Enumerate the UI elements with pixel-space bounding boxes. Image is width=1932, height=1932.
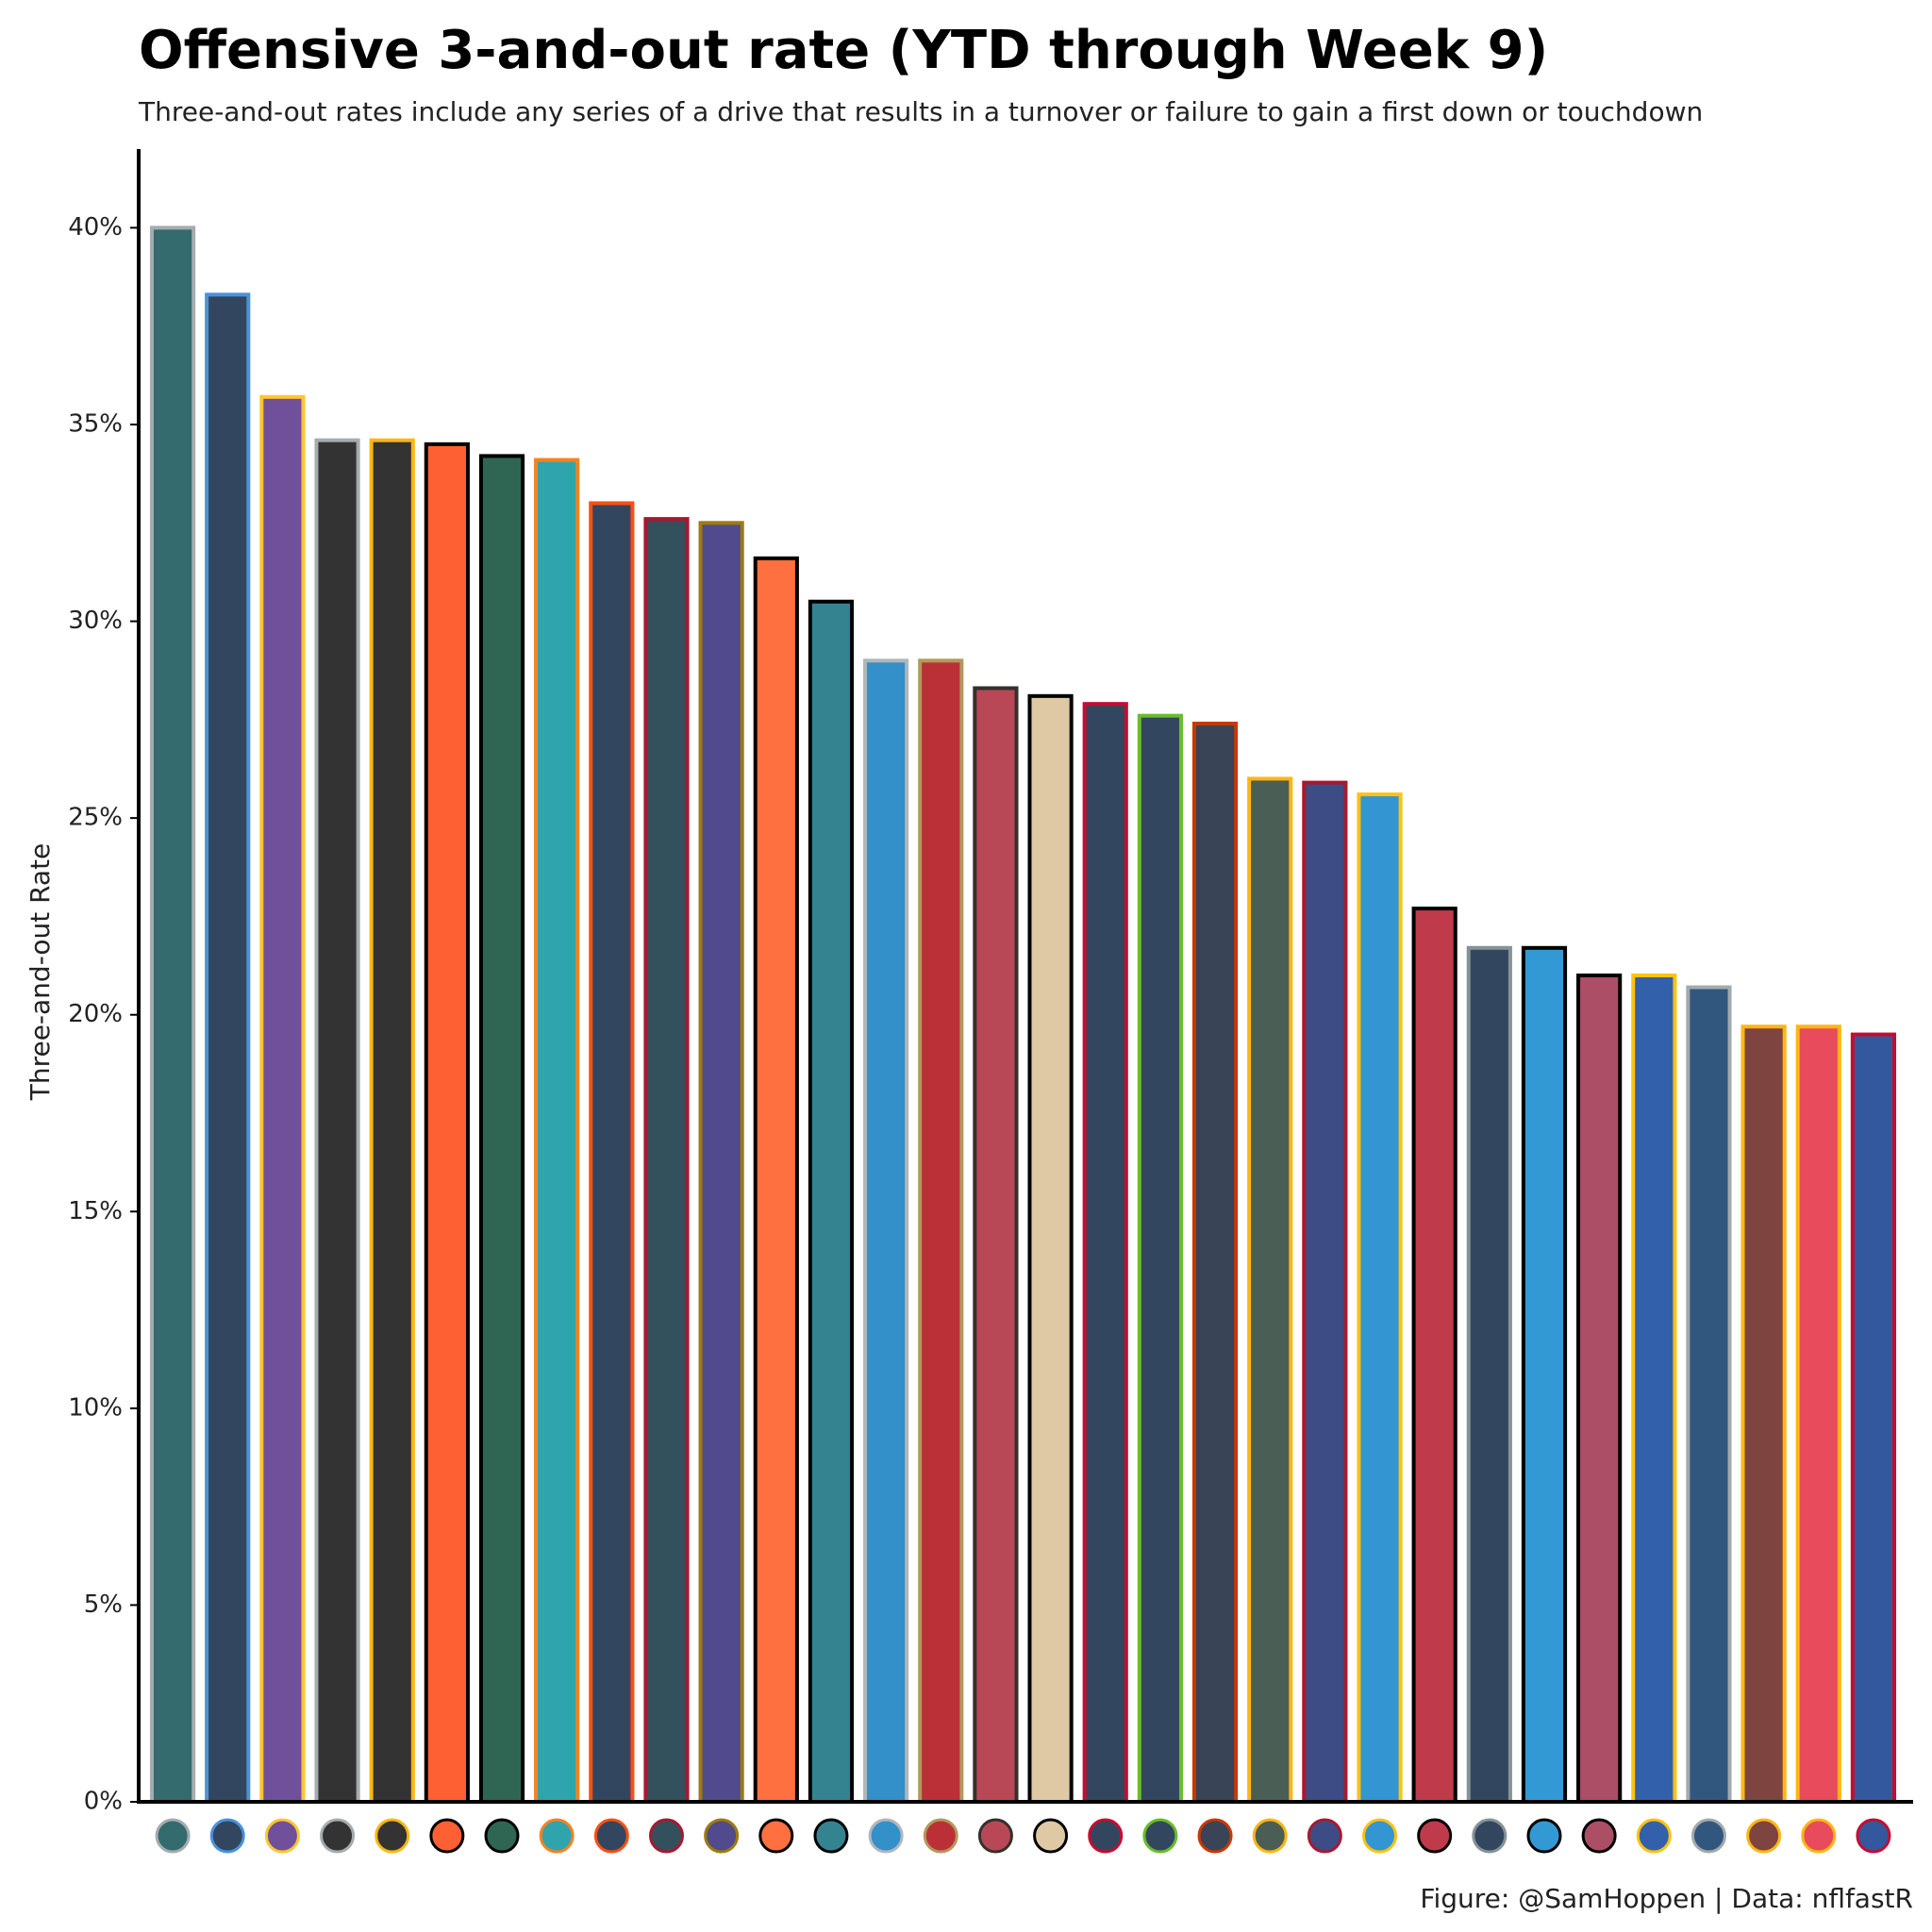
bar xyxy=(1576,974,1623,1804)
team-logo xyxy=(648,1818,684,1854)
bar xyxy=(424,441,470,1804)
team-logo xyxy=(1307,1818,1342,1854)
team-logo xyxy=(1362,1818,1398,1854)
team-logo xyxy=(704,1818,740,1854)
team-logo xyxy=(1197,1818,1233,1854)
y-tick-label: 10% xyxy=(68,1393,123,1422)
team-logo xyxy=(923,1818,958,1854)
bar xyxy=(149,225,196,1804)
bar xyxy=(1411,907,1457,1804)
team-logo xyxy=(593,1818,629,1854)
bar xyxy=(259,394,306,1804)
team-logo xyxy=(813,1818,849,1854)
team-logo xyxy=(1526,1818,1562,1854)
team-logo xyxy=(1746,1818,1782,1854)
bar xyxy=(1357,792,1403,1804)
y-tick-label: 20% xyxy=(68,1000,123,1028)
bar xyxy=(314,438,360,1805)
bar xyxy=(1521,945,1568,1804)
team-logo xyxy=(977,1818,1013,1854)
team-logo xyxy=(758,1818,794,1854)
team-logo xyxy=(1252,1818,1288,1854)
y-axis-label: Three-and-out Rate xyxy=(25,843,56,1102)
chart-subtitle: Three-and-out rates include any series o… xyxy=(138,96,1703,127)
chart-title: Offensive 3-and-out rate (YTD through We… xyxy=(139,20,1548,81)
y-tick-label: 40% xyxy=(68,213,123,242)
y-tick-label: 30% xyxy=(68,607,123,635)
team-logo xyxy=(209,1818,245,1854)
bar xyxy=(698,521,744,1804)
bar xyxy=(1137,713,1183,1805)
bar xyxy=(1027,693,1074,1804)
team-logo xyxy=(1472,1818,1507,1854)
team-logo xyxy=(1690,1818,1726,1854)
bar xyxy=(1466,945,1512,1804)
team-logo xyxy=(1581,1818,1617,1854)
team-logo xyxy=(539,1818,575,1854)
bar xyxy=(973,686,1019,1804)
bar xyxy=(1191,722,1239,1804)
bar xyxy=(1686,985,1732,1804)
team-logo xyxy=(1088,1818,1124,1854)
team-logo xyxy=(1801,1818,1837,1854)
team-logo xyxy=(1033,1818,1069,1854)
bar xyxy=(1082,702,1128,1805)
team-logo xyxy=(1636,1818,1672,1854)
bar xyxy=(1247,776,1293,1804)
y-tick-label: 25% xyxy=(68,804,123,832)
team-logo xyxy=(155,1818,191,1854)
y-tick-label: 5% xyxy=(84,1591,123,1619)
team-logo xyxy=(375,1818,410,1854)
team-logo xyxy=(1417,1818,1453,1854)
y-tick-label: 35% xyxy=(68,410,123,439)
team-logo xyxy=(1856,1818,1891,1854)
bar xyxy=(369,438,415,1805)
team-logo xyxy=(484,1818,520,1854)
team-logo xyxy=(264,1818,300,1854)
bar xyxy=(1631,974,1677,1804)
team-logo xyxy=(868,1818,904,1854)
bar xyxy=(205,292,251,1804)
caption: Figure: @SamHoppen | Data: nflfastR xyxy=(1420,1883,1913,1914)
bar xyxy=(1850,1032,1897,1804)
bar xyxy=(478,454,525,1804)
bar xyxy=(1795,1024,1841,1804)
bar xyxy=(1302,780,1348,1804)
team-logo xyxy=(320,1818,356,1854)
bar xyxy=(1740,1024,1787,1804)
bar xyxy=(589,501,635,1804)
bar xyxy=(808,599,855,1805)
bar xyxy=(643,517,690,1804)
bar xyxy=(863,658,909,1804)
team-logo xyxy=(1142,1818,1178,1854)
team-logo xyxy=(429,1818,465,1854)
bar xyxy=(534,458,580,1804)
bar xyxy=(918,658,964,1804)
y-tick-label: 0% xyxy=(84,1788,123,1816)
y-tick-label: 15% xyxy=(68,1197,123,1225)
bar xyxy=(753,556,799,1804)
